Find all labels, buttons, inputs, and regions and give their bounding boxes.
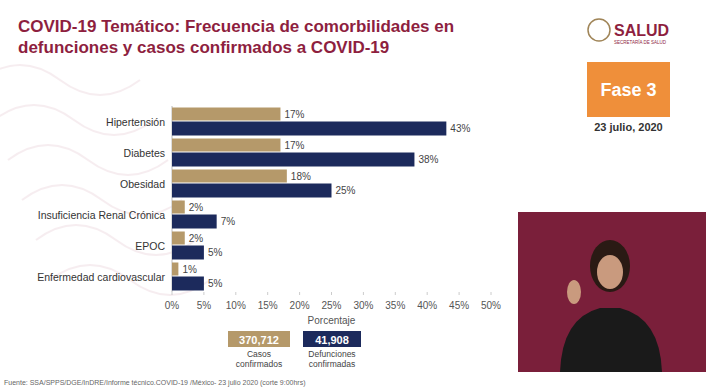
legend-label-line: confirmadas xyxy=(309,359,355,369)
tick-label: 25% xyxy=(321,300,341,311)
legend-label-line: Casos xyxy=(247,349,271,359)
tick-label: 15% xyxy=(258,300,278,311)
data-label: 1% xyxy=(182,264,197,275)
tick-label: 20% xyxy=(290,300,310,311)
inset-figure-hand xyxy=(567,280,581,304)
bar xyxy=(172,153,414,167)
x-axis-label: Porcentaje xyxy=(308,315,356,326)
tick-label: 35% xyxy=(385,300,405,311)
legend-label: Defuncionesconfirmadas xyxy=(308,349,355,369)
title-line: COVID-19 Temático: Frecuencia de comorbi… xyxy=(18,17,454,36)
data-label: 17% xyxy=(284,140,304,151)
data-label: 18% xyxy=(291,171,311,182)
chart: COVID-19 Temático: Frecuencia de comorbi… xyxy=(0,0,706,391)
category-label: Diabetes xyxy=(124,147,165,159)
bar xyxy=(172,277,204,291)
legend-total: 370,712 xyxy=(239,334,279,346)
bar xyxy=(172,246,204,260)
legend-total: 41,908 xyxy=(315,334,349,346)
data-label: 5% xyxy=(208,278,223,289)
data-label: 2% xyxy=(189,202,204,213)
data-label: 5% xyxy=(208,247,223,258)
category-label: Obesidad xyxy=(120,178,165,190)
data-labels: 17% 17% 18% 2% 2% 1% 43% 38% 25% 7% 5% 5% xyxy=(182,109,470,290)
inset-background xyxy=(518,212,706,372)
tick-label: 5% xyxy=(197,300,212,311)
tick-mark xyxy=(395,292,396,295)
logo-subtitle: SECRETARÍA DE SALUD xyxy=(614,39,667,45)
interpreter-inset xyxy=(518,212,706,372)
inset-figure-face xyxy=(597,255,623,289)
legend-label-line: Defunciones xyxy=(308,349,355,359)
tick-label: 0% xyxy=(165,300,180,311)
inset-figure-hair xyxy=(590,240,630,292)
source: Fuente: SSA/SPPS/DGE/InDRE/Informe técni… xyxy=(4,379,306,387)
bars xyxy=(172,108,446,291)
decoration-stroke xyxy=(0,65,140,95)
tick-mark xyxy=(172,292,173,295)
tick-mark xyxy=(235,292,236,295)
tick-mark xyxy=(203,292,204,295)
bar xyxy=(172,122,446,136)
tick-label: 50% xyxy=(481,300,501,311)
bar xyxy=(172,215,217,229)
tick-label: 40% xyxy=(417,300,437,311)
tick-mark xyxy=(459,292,460,295)
legend-label-line: confirmados xyxy=(236,359,282,369)
data-label: 38% xyxy=(418,154,438,165)
bar xyxy=(172,201,185,214)
badge-text: Fase 3 xyxy=(600,80,656,100)
legend-swatch xyxy=(303,331,361,347)
data-label: 25% xyxy=(336,185,356,196)
tick-mark xyxy=(299,292,300,295)
legend-swatch xyxy=(228,331,290,347)
tick-label: 45% xyxy=(449,300,469,311)
category-label: Enfermedad cardiovascular xyxy=(37,271,165,283)
badge-box xyxy=(587,62,670,117)
background xyxy=(0,0,706,391)
tick-mark xyxy=(491,292,492,295)
inset-figure-body xyxy=(560,308,662,372)
category-label: Hipertensión xyxy=(106,116,165,128)
category-label: EPOC xyxy=(135,240,165,252)
bar xyxy=(172,170,287,183)
bar xyxy=(172,263,178,276)
tick-mark xyxy=(331,292,332,295)
data-label: 17% xyxy=(284,109,304,120)
bar xyxy=(172,108,280,121)
tick-mark xyxy=(363,292,364,295)
title-line: defunciones y casos confirmados a COVID-… xyxy=(18,38,389,57)
data-label: 43% xyxy=(450,123,470,134)
legend-label: Casosconfirmados xyxy=(236,349,282,369)
tick-label: 30% xyxy=(353,300,373,311)
tick-mark xyxy=(267,292,268,295)
tick-label: 10% xyxy=(226,300,246,311)
bar xyxy=(172,232,185,245)
bar xyxy=(172,184,332,198)
logo-text: SALUD xyxy=(614,22,669,39)
date: 23 julio, 2020 xyxy=(594,121,662,133)
decoration-stroke xyxy=(8,145,168,175)
logo-emblem xyxy=(588,19,610,41)
bar xyxy=(172,139,280,152)
category-label: Insuficiencia Renal Crónica xyxy=(38,209,165,221)
data-label: 2% xyxy=(189,233,204,244)
tick-mark xyxy=(427,292,428,295)
title: COVID-19 Temático: Frecuencia de comorbi… xyxy=(18,17,454,57)
data-label: 7% xyxy=(221,216,236,227)
